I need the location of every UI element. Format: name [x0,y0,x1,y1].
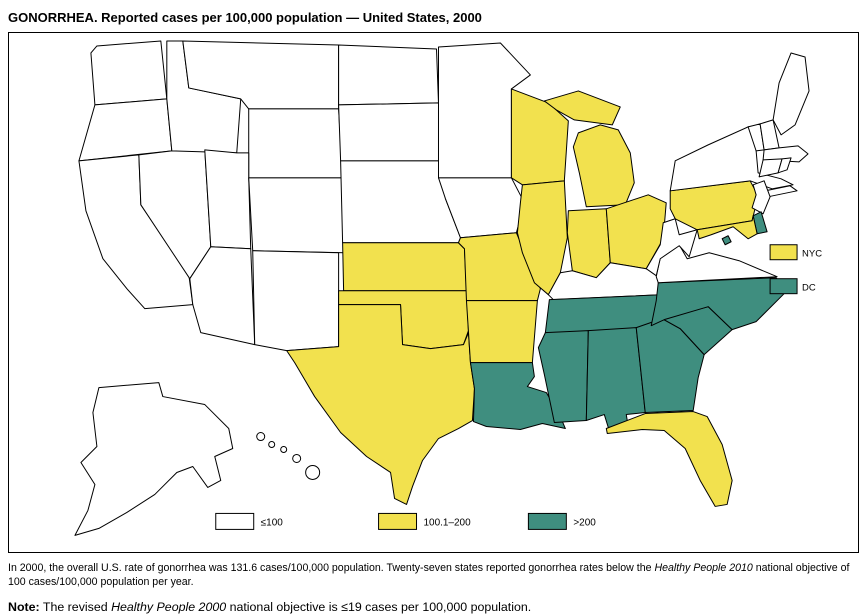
state-ar [465,300,538,364]
figure-title: GONORRHEA. Reported cases per 100,000 po… [8,10,482,25]
state-al [585,327,646,429]
state-il [516,180,568,296]
state-ct [758,158,783,178]
dc-callout: DC [769,278,816,295]
state-hi-island [280,446,288,453]
state-va [655,244,778,284]
state-fl [605,411,733,507]
state-hi-island [268,441,276,449]
note-text: The revised [39,599,112,614]
state-nm [252,250,340,352]
state-ri [777,157,792,174]
state-co [248,177,346,254]
state-or [78,98,173,162]
legend-label-high: >200 [573,517,596,528]
nyc-callout: NYC [769,244,822,261]
state-tx [286,304,475,505]
state-mi-upper-peninsula [543,90,621,126]
state-wy [248,108,344,179]
note-text-end: national objective is ≤19 cases per 100,… [226,599,532,614]
state-dc [721,235,732,246]
legend-label-low: ≤100 [261,517,284,528]
state-nj [751,180,771,215]
state-sd [338,102,439,162]
legend-swatch-high [527,512,567,530]
nyc-callout-swatch [769,244,798,261]
state-mi-lower-peninsula [572,124,635,208]
state-hi-island [292,453,302,463]
state-me [772,52,810,136]
footnote: In 2000, the overall U.S. rate of gonorr… [8,562,859,590]
state-az [189,246,256,346]
states-layer [74,40,810,536]
dc-callout-label: DC [802,283,816,294]
state-la [469,362,566,431]
dc-callout-swatch [769,278,798,295]
map-container: NYC DC ≤100 100.1–200 >200 [8,32,859,554]
legend-label-mid: 100.1–200 [424,517,472,528]
legend-swatch-low [215,512,255,530]
footnote-italic: Healthy People 2010 [654,562,753,575]
us-choropleth-map: NYC DC ≤100 100.1–200 >200 [74,40,822,536]
note-line: Note: The revised Healthy People 2000 na… [8,600,859,614]
nyc-callout-label: NYC [802,249,822,260]
note-italic: Healthy People 2000 [111,599,227,614]
state-md [696,215,758,240]
state-in [566,208,611,279]
state-ks [342,242,467,292]
note-label: Note: [8,599,40,614]
footnote-text: In 2000, the overall U.S. rate of gonorr… [8,562,655,575]
state-nd [338,44,439,106]
state-ut [204,149,252,250]
state-hi-island [256,432,266,442]
legend-swatch-mid [378,512,418,530]
footnote-text-end: national objective of 100 cases/100,000 … [8,562,850,589]
map-legend: ≤100 100.1–200 >200 [215,512,596,530]
state-ak [74,382,234,536]
state-hi-island [305,464,321,480]
state-wa [90,40,168,106]
